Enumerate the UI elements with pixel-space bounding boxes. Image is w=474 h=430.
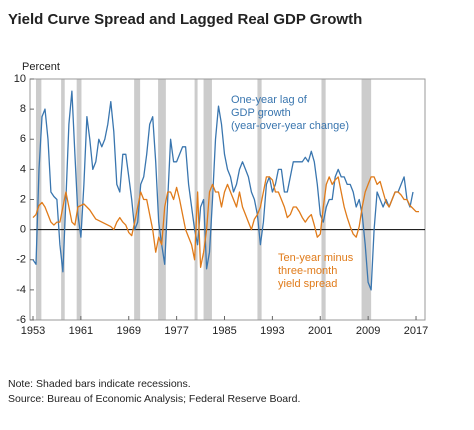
- recession-bar: [158, 79, 166, 320]
- x-tick-label: 2017: [404, 325, 428, 337]
- x-tick-label: 1953: [21, 325, 45, 337]
- y-tick-label: -6: [16, 314, 26, 326]
- annotation: yield spread: [278, 278, 337, 290]
- y-tick-label: -4: [16, 284, 26, 296]
- recession-bar: [321, 79, 326, 320]
- annotation: Ten-year minus: [278, 252, 354, 264]
- y-tick-label: 10: [14, 73, 26, 85]
- y-tick-label: 4: [20, 163, 26, 175]
- recession-bar: [76, 79, 82, 320]
- recession-bar: [257, 79, 262, 320]
- y-tick-label: -2: [16, 254, 26, 266]
- y-tick-label: 0: [20, 224, 26, 236]
- x-tick-label: 2009: [356, 325, 380, 337]
- recession-bar: [134, 79, 141, 320]
- y-tick-label: 2: [20, 193, 26, 205]
- series-line: [32, 90, 414, 291]
- chart-title: Yield Curve Spread and Lagged Real GDP G…: [8, 11, 362, 28]
- recession-bar: [61, 79, 65, 320]
- annotation: GDP growth: [231, 107, 291, 119]
- series-line: [32, 176, 419, 268]
- x-tick-label: 1977: [164, 325, 188, 337]
- note: Note: Shaded bars indicate recessions.: [8, 378, 191, 390]
- y-axis-label: Percent: [22, 61, 60, 73]
- y-tick-label: 8: [20, 103, 26, 115]
- annotation: (year-over-year change): [231, 120, 349, 132]
- x-tick-label: 1985: [212, 325, 236, 337]
- recession-bar: [203, 79, 212, 320]
- annotation: three-month: [278, 265, 337, 277]
- x-tick-label: 1993: [260, 325, 284, 337]
- recession-bar: [361, 79, 372, 320]
- x-tick-label: 1969: [117, 325, 141, 337]
- x-tick-label: 2001: [308, 325, 332, 337]
- source: Source: Bureau of Economic Analysis; Fed…: [8, 393, 300, 405]
- y-tick-label: 6: [20, 133, 26, 145]
- annotation: One-year lag of: [231, 94, 308, 106]
- recession-bar: [194, 79, 198, 320]
- x-tick-label: 1961: [69, 325, 93, 337]
